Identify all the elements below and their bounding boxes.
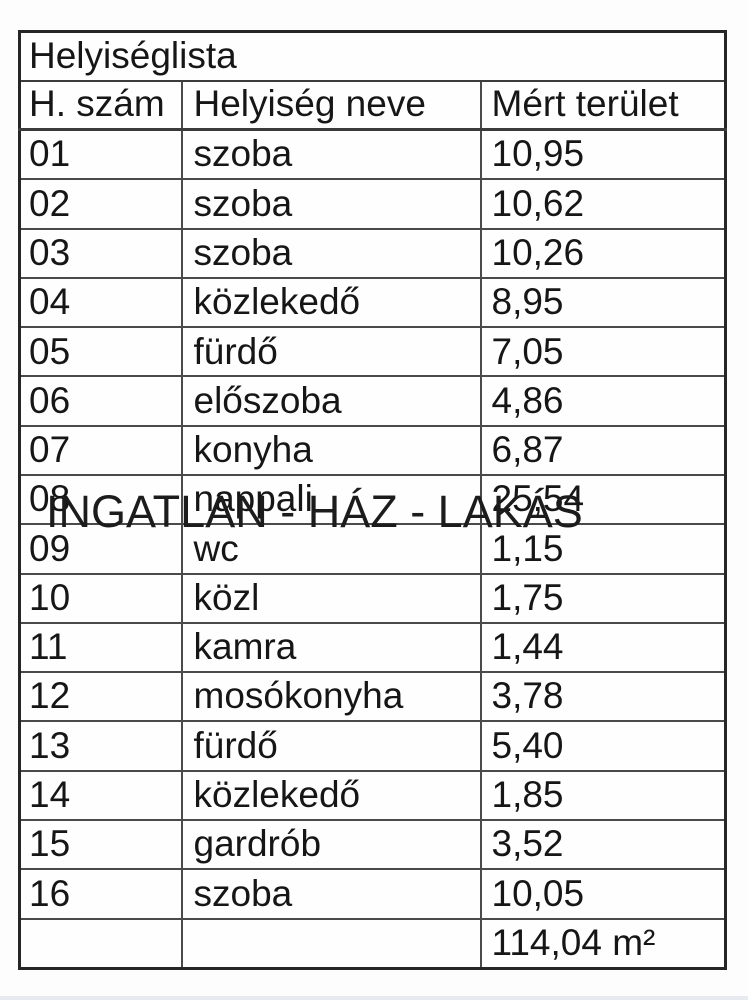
- table-header-row: H. szám Helyiség neve Mért terület: [18, 79, 727, 131]
- column-header-room-name: Helyiség neve: [180, 79, 482, 131]
- room-area-cell: 4,86: [479, 375, 727, 427]
- room-number-cell: 09: [18, 523, 183, 575]
- room-number-cell: 15: [18, 819, 183, 871]
- table-row: 09 wc 1,15: [18, 523, 727, 575]
- room-number-cell: 02: [18, 178, 183, 230]
- room-name-cell: nappali: [180, 474, 482, 526]
- room-name-cell: előszoba: [180, 375, 482, 427]
- room-area-cell: 1,85: [479, 769, 727, 822]
- table-row: 01 szoba 10,95: [18, 128, 727, 181]
- room-name-cell: szoba: [180, 128, 482, 181]
- room-name-cell: szoba: [180, 227, 482, 279]
- table-row: 11 kamra 1,44: [18, 621, 727, 674]
- column-header-measured-area: Mért terület: [479, 79, 727, 131]
- room-name-cell: közlekedő: [180, 769, 482, 822]
- room-area-cell: 3,78: [479, 671, 727, 723]
- room-name-cell: gardrób: [180, 819, 482, 871]
- table-title-row: Helyiséglista: [18, 30, 727, 82]
- room-number-cell: 05: [18, 326, 183, 378]
- room-area-cell: 10,26: [479, 227, 727, 279]
- table-title: Helyiséglista: [18, 30, 727, 82]
- room-area-cell: 10,95: [479, 128, 727, 181]
- room-table-body: Helyiséglista H. szám Helyiség neve Mért…: [18, 30, 727, 970]
- total-area-cell: 114,04 m²: [479, 917, 727, 970]
- room-name-cell: közl: [180, 572, 482, 624]
- room-name-cell: kamra: [180, 621, 482, 674]
- room-area-cell: 25,54: [479, 474, 727, 526]
- table-row: 10 közl 1,75: [18, 572, 727, 624]
- room-area-cell: 10,05: [479, 868, 727, 920]
- table-row: 08 nappali 25,54: [18, 474, 727, 526]
- room-area-cell: 5,40: [479, 720, 727, 772]
- room-name-cell: mosókonyha: [180, 671, 482, 723]
- room-area-cell: 10,62: [479, 178, 727, 230]
- total-row-empty-cell: [18, 917, 183, 970]
- table-row: 12 mosókonyha 3,78: [18, 671, 727, 723]
- table-row: 13 fürdő 5,40: [18, 720, 727, 772]
- room-name-cell: közlekedő: [180, 276, 482, 329]
- table-row: 06 előszoba 4,86: [18, 375, 727, 427]
- room-number-cell: 11: [18, 621, 183, 674]
- total-row-empty-cell: [180, 917, 482, 970]
- room-number-cell: 06: [18, 375, 183, 427]
- room-number-cell: 10: [18, 572, 183, 624]
- room-list-table: Helyiséglista H. szám Helyiség neve Mért…: [18, 30, 728, 970]
- room-number-cell: 01: [18, 128, 183, 181]
- table-row: 14 közlekedő 1,85: [18, 769, 727, 822]
- room-area-cell: 6,87: [479, 424, 727, 477]
- room-number-cell: 13: [18, 720, 183, 772]
- bottom-edge-strip: [0, 996, 748, 1000]
- room-name-cell: konyha: [180, 424, 482, 477]
- room-number-cell: 16: [18, 868, 183, 920]
- room-number-cell: 04: [18, 276, 183, 329]
- room-number-cell: 03: [18, 227, 183, 279]
- table-row: 05 fürdő 7,05: [18, 326, 727, 378]
- room-name-cell: szoba: [180, 868, 482, 920]
- room-number-cell: 14: [18, 769, 183, 822]
- room-number-cell: 12: [18, 671, 183, 723]
- table-row: 15 gardrób 3,52: [18, 819, 727, 871]
- column-header-room-number: H. szám: [18, 79, 183, 131]
- room-area-cell: 1,15: [479, 523, 727, 575]
- table-row: 16 szoba 10,05: [18, 868, 727, 920]
- table-row: 02 szoba 10,62: [18, 178, 727, 230]
- table-row: 03 szoba 10,26: [18, 227, 727, 279]
- room-area-cell: 3,52: [479, 819, 727, 871]
- room-number-cell: 08: [18, 474, 183, 526]
- room-area-cell: 8,95: [479, 276, 727, 329]
- table-total-row: 114,04 m²: [18, 917, 727, 970]
- room-area-cell: 7,05: [479, 326, 727, 378]
- room-name-cell: szoba: [180, 178, 482, 230]
- table-row: 04 közlekedő 8,95: [18, 276, 727, 329]
- room-number-cell: 07: [18, 424, 183, 477]
- room-name-cell: fürdő: [180, 720, 482, 772]
- table-row: 07 konyha 6,87: [18, 424, 727, 477]
- room-area-cell: 1,44: [479, 621, 727, 674]
- room-area-cell: 1,75: [479, 572, 727, 624]
- room-name-cell: fürdő: [180, 326, 482, 378]
- room-name-cell: wc: [180, 523, 482, 575]
